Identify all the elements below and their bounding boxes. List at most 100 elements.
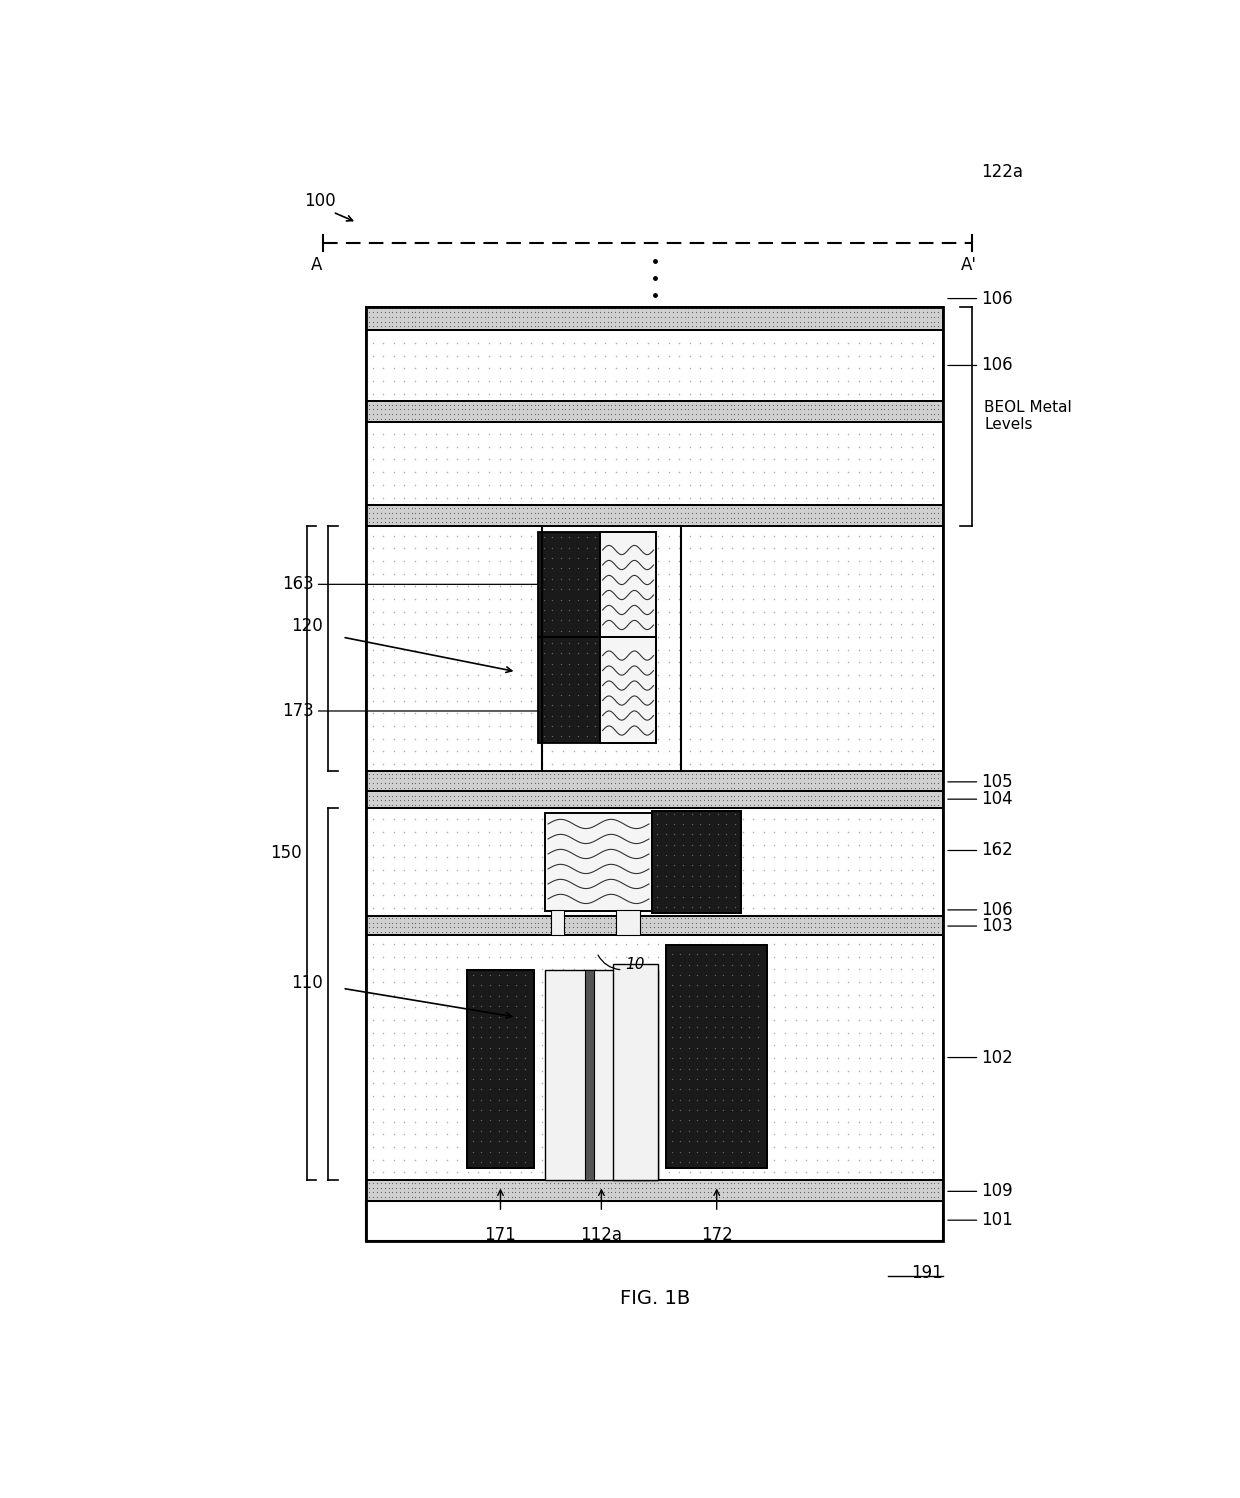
Bar	[600, 637, 656, 743]
Point	[722, 974, 742, 998]
Point	[606, 983, 626, 1007]
Point	[595, 485, 615, 509]
Point	[786, 1020, 806, 1044]
Point	[405, 884, 425, 908]
Point	[733, 995, 753, 1019]
Point	[384, 536, 404, 560]
Point	[737, 1180, 756, 1204]
Point	[743, 1059, 763, 1083]
Point	[402, 1185, 422, 1209]
Point	[848, 401, 868, 425]
Point	[892, 945, 911, 969]
Point	[733, 870, 753, 894]
Point	[728, 792, 748, 816]
Point	[471, 1150, 491, 1174]
Point	[577, 631, 596, 655]
Point	[894, 406, 914, 430]
Bar	[367, 935, 942, 1180]
Point	[670, 807, 689, 831]
Point	[603, 662, 622, 686]
Point	[542, 995, 562, 1019]
Point	[744, 771, 764, 795]
Point	[807, 562, 827, 586]
Point	[440, 1180, 460, 1204]
Point	[838, 957, 858, 981]
Point	[436, 1176, 456, 1200]
Point	[901, 945, 921, 969]
Point	[748, 315, 768, 339]
Point	[574, 727, 594, 750]
Point	[384, 1020, 404, 1044]
Point	[556, 776, 575, 800]
Point	[563, 776, 583, 800]
Point	[925, 915, 945, 939]
Point	[440, 306, 460, 330]
Point	[436, 983, 456, 1007]
Point	[564, 434, 584, 458]
Point	[394, 1059, 414, 1083]
Point	[515, 1067, 534, 1091]
Point	[730, 1119, 750, 1143]
Point	[590, 310, 610, 334]
Point	[521, 983, 541, 1007]
Point	[771, 306, 791, 330]
Point	[425, 1171, 445, 1195]
Bar	[367, 422, 942, 505]
Point	[913, 1020, 932, 1044]
Point	[916, 1185, 936, 1209]
Point	[913, 306, 932, 330]
Point	[574, 625, 594, 649]
Point	[794, 915, 813, 939]
Point	[502, 920, 522, 944]
Point	[513, 392, 533, 416]
Point	[415, 870, 435, 894]
Point	[754, 870, 774, 894]
Point	[722, 1122, 742, 1146]
Point	[405, 506, 425, 530]
Point	[427, 689, 446, 713]
Point	[852, 301, 872, 325]
Point	[637, 1097, 657, 1121]
Point	[702, 767, 722, 791]
Point	[542, 577, 562, 601]
Point	[913, 689, 932, 713]
Point	[807, 548, 827, 572]
Point	[511, 715, 531, 739]
Point	[722, 357, 742, 380]
Point	[704, 1109, 724, 1132]
Point	[647, 767, 667, 791]
Point	[521, 945, 541, 969]
Point	[378, 301, 398, 325]
Point	[585, 556, 605, 580]
Point	[542, 884, 562, 908]
Point	[898, 301, 918, 325]
Point	[712, 752, 732, 776]
Point	[448, 1034, 467, 1058]
Point	[567, 301, 587, 325]
Point	[748, 1035, 768, 1059]
Point	[479, 587, 498, 611]
Point	[713, 1005, 733, 1029]
Point	[821, 496, 841, 520]
Point	[805, 783, 825, 807]
Point	[564, 819, 584, 843]
Point	[595, 1122, 615, 1146]
Point	[405, 536, 425, 560]
Point	[448, 1071, 467, 1095]
Point	[629, 704, 649, 728]
Point	[680, 945, 699, 969]
Point	[394, 496, 414, 520]
Point	[790, 767, 810, 791]
Point	[629, 767, 649, 791]
Point	[605, 783, 625, 807]
Point	[856, 401, 875, 425]
Point	[817, 884, 837, 908]
Point	[574, 845, 594, 869]
Point	[660, 1171, 680, 1195]
Point	[568, 556, 588, 580]
Point	[528, 306, 548, 330]
Point	[682, 854, 702, 878]
Point	[413, 511, 433, 535]
Point	[532, 792, 552, 816]
Point	[451, 401, 471, 425]
